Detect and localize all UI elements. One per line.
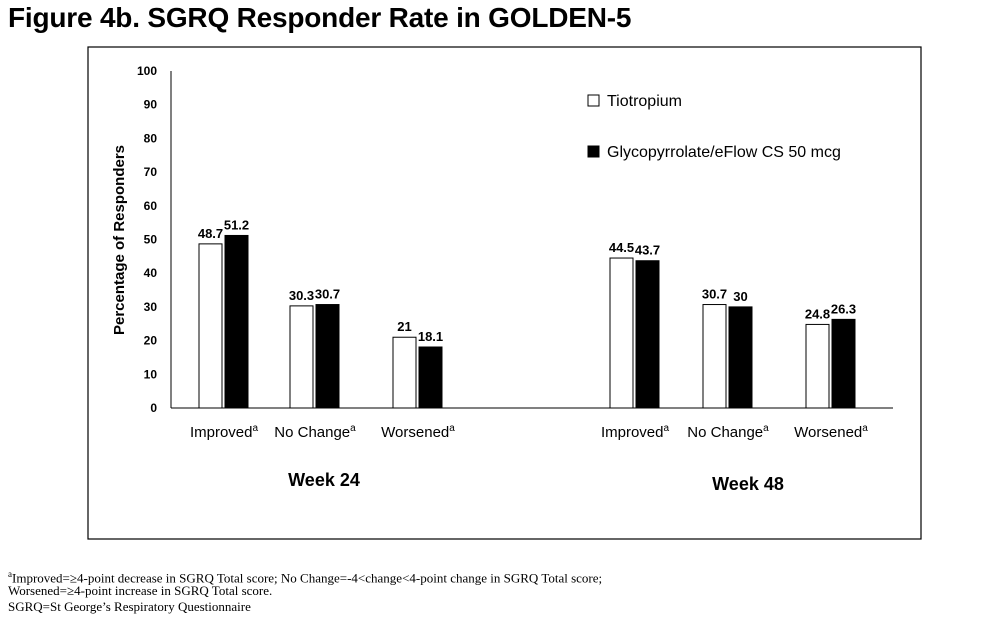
y-tick-label: 20	[144, 334, 158, 348]
data-label: 44.5	[609, 240, 634, 255]
bar-labels: 48.7 30.3 21 44.5 30.7 24.8 51.2 30.7 18.1 43.7 30…	[198, 217, 856, 344]
legend-label: Glycopyrrolate/eFlow CS 50 mcg	[607, 144, 841, 161]
bars	[198, 234, 856, 409]
category-label: Worseneda	[794, 423, 868, 441]
bar	[635, 260, 660, 409]
category-label: Improveda	[601, 423, 670, 441]
bar	[198, 243, 223, 409]
figure-title: Figure 4b. SGRQ Responder Rate in GOLDEN…	[8, 2, 632, 33]
bar	[224, 234, 249, 409]
bar	[728, 306, 753, 409]
category-label: No Changea	[687, 423, 769, 441]
bar	[702, 304, 727, 409]
group-labels: Week 24 Week 48	[288, 470, 784, 494]
category-label: Improveda	[190, 423, 259, 441]
footnote-marker: a	[8, 569, 12, 579]
group-label: Week 24	[288, 470, 360, 490]
y-tick-label: 80	[144, 131, 158, 145]
footnote-line-2: Worsened=≥4-point increase in SGRQ Total…	[8, 583, 273, 598]
axes: 0 10 20 30 40 50 60 70 80 90 100	[137, 64, 893, 415]
data-label: 24.8	[805, 306, 830, 321]
footnote-definitions: aImproved=≥4-point decrease in SGRQ Tota…	[8, 567, 602, 585]
y-axis-label: Percentage of Responders	[111, 145, 128, 335]
bar	[609, 257, 634, 409]
y-tick-label: 0	[150, 401, 157, 415]
data-label: 30.7	[702, 287, 727, 302]
legend-swatch	[587, 94, 600, 107]
bar	[315, 304, 340, 409]
data-label: 30	[733, 289, 747, 304]
bar	[392, 336, 417, 409]
chart-frame	[87, 46, 922, 540]
data-label: 43.7	[635, 243, 660, 258]
data-label: 26.3	[831, 301, 856, 316]
y-tick-label: 50	[144, 233, 158, 247]
data-label: 48.7	[198, 226, 223, 241]
bar	[289, 305, 314, 409]
y-tick-label: 30	[144, 300, 158, 314]
category-label: Worseneda	[381, 423, 455, 441]
footnote-line-1: Improved=≥4-point decrease in SGRQ Total…	[12, 570, 603, 586]
category-label: No Changea	[274, 423, 356, 441]
data-label: 18.1	[418, 329, 443, 344]
legend: Tiotropium Glycopyrrolate/eFlow CS 50 mcg	[587, 93, 841, 161]
bar	[418, 346, 443, 409]
data-label: 51.2	[224, 217, 249, 232]
y-tick-label: 10	[144, 367, 158, 381]
bar	[805, 323, 830, 409]
y-tick-label: 90	[144, 98, 158, 112]
bar	[831, 318, 856, 409]
y-tick-label: 100	[137, 64, 157, 78]
category-labels: Improveda No Changea Worseneda Improveda No …	[190, 423, 868, 441]
data-label: 21	[397, 319, 411, 334]
legend-label: Tiotropium	[607, 93, 682, 110]
data-label: 30.7	[315, 287, 340, 302]
data-label: 30.3	[289, 288, 314, 303]
y-tick-label: 40	[144, 266, 158, 280]
group-label: Week 48	[712, 474, 784, 494]
y-tick-label: 60	[144, 199, 158, 213]
y-tick-label: 70	[144, 165, 158, 179]
footnote-abbreviation: SGRQ=St George’s Respiratory Questionnai…	[8, 599, 251, 614]
legend-swatch	[587, 145, 600, 158]
